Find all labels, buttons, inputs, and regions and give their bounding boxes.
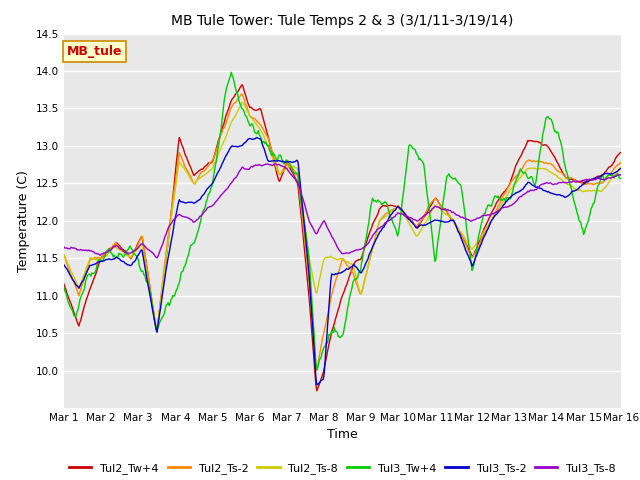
Tul3_Ts-2 — [313, 382, 321, 388]
Tul2_Tw+4 — [314, 385, 322, 391]
Tul3_Ts-2 — [159, 291, 166, 297]
Title: MB Tule Tower: Tule Temps 2 & 3 (3/1/11-3/19/14): MB Tule Tower: Tule Temps 2 & 3 (3/1/11-… — [172, 14, 513, 28]
Tul2_Ts-8 — [239, 99, 246, 105]
Tul2_Ts-2 — [481, 229, 489, 235]
Tul2_Ts-8 — [204, 169, 212, 175]
Tul3_Tw+4 — [617, 176, 625, 181]
Tul3_Ts-2 — [204, 186, 211, 192]
Tul2_Ts-8 — [159, 276, 167, 282]
Tul3_Ts-8 — [434, 204, 442, 210]
Tul3_Ts-2 — [481, 232, 489, 238]
Tul3_Ts-8 — [153, 255, 161, 261]
Tul3_Tw+4 — [481, 211, 489, 216]
Tul2_Ts-2 — [434, 198, 442, 204]
Tul2_Tw+4 — [159, 284, 166, 290]
Tul3_Tw+4 — [434, 240, 442, 246]
Tul3_Tw+4 — [60, 285, 68, 290]
Legend: Tul2_Tw+4, Tul2_Ts-2, Tul2_Ts-8, Tul3_Tw+4, Tul3_Ts-2, Tul3_Ts-8: Tul2_Tw+4, Tul2_Ts-2, Tul2_Ts-8, Tul3_Tw… — [65, 458, 620, 478]
Line: Tul2_Ts-8: Tul2_Ts-8 — [64, 102, 621, 332]
Tul2_Ts-8 — [314, 285, 322, 291]
Line: Tul2_Ts-2: Tul2_Ts-2 — [64, 94, 621, 371]
Tul3_Tw+4 — [159, 313, 166, 319]
Tul3_Ts-8 — [159, 239, 167, 245]
Tul2_Tw+4 — [60, 281, 68, 287]
Tul2_Ts-8 — [390, 207, 398, 213]
Tul2_Ts-8 — [481, 227, 489, 233]
Line: Tul3_Tw+4: Tul3_Tw+4 — [64, 72, 621, 370]
Tul2_Tw+4 — [617, 150, 625, 156]
Tul3_Tw+4 — [314, 365, 322, 371]
Text: MB_tule: MB_tule — [67, 45, 122, 58]
Tul3_Ts-2 — [390, 208, 398, 214]
Tul3_Ts-8 — [60, 244, 68, 250]
Tul3_Tw+4 — [204, 197, 211, 203]
Tul3_Ts-2 — [253, 134, 260, 140]
Tul3_Ts-2 — [60, 262, 68, 268]
Line: Tul3_Ts-2: Tul3_Ts-2 — [64, 137, 621, 385]
Tul3_Ts-8 — [390, 214, 398, 220]
Line: Tul2_Tw+4: Tul2_Tw+4 — [64, 85, 621, 391]
Tul3_Ts-8 — [314, 229, 322, 235]
Line: Tul3_Ts-8: Tul3_Ts-8 — [64, 164, 621, 258]
Tul2_Ts-8 — [60, 252, 68, 257]
Tul2_Ts-8 — [153, 329, 161, 335]
Tul3_Tw+4 — [227, 70, 235, 75]
Tul2_Ts-2 — [237, 91, 245, 97]
Tul2_Tw+4 — [239, 82, 246, 88]
Tul2_Ts-8 — [434, 204, 442, 210]
Tul2_Tw+4 — [434, 198, 442, 204]
Tul2_Ts-2 — [390, 206, 398, 212]
Tul2_Ts-2 — [159, 278, 166, 284]
Tul2_Ts-2 — [314, 363, 322, 369]
Tul2_Tw+4 — [390, 203, 398, 209]
Tul3_Ts-8 — [271, 161, 279, 167]
Tul3_Ts-2 — [434, 217, 442, 223]
Tul3_Tw+4 — [390, 222, 398, 228]
X-axis label: Time: Time — [327, 429, 358, 442]
Tul2_Ts-2 — [313, 368, 321, 373]
Tul3_Tw+4 — [313, 367, 321, 372]
Tul2_Ts-2 — [204, 165, 211, 170]
Tul2_Ts-8 — [617, 165, 625, 170]
Tul3_Ts-8 — [481, 212, 489, 218]
Tul2_Tw+4 — [204, 162, 211, 168]
Y-axis label: Temperature (C): Temperature (C) — [17, 170, 30, 272]
Tul3_Ts-8 — [204, 204, 212, 210]
Tul2_Tw+4 — [481, 224, 489, 230]
Tul3_Ts-2 — [314, 382, 322, 387]
Tul2_Ts-2 — [60, 252, 68, 258]
Tul3_Ts-2 — [617, 166, 625, 171]
Tul2_Ts-2 — [617, 159, 625, 165]
Tul2_Tw+4 — [313, 388, 321, 394]
Tul3_Ts-8 — [617, 172, 625, 178]
